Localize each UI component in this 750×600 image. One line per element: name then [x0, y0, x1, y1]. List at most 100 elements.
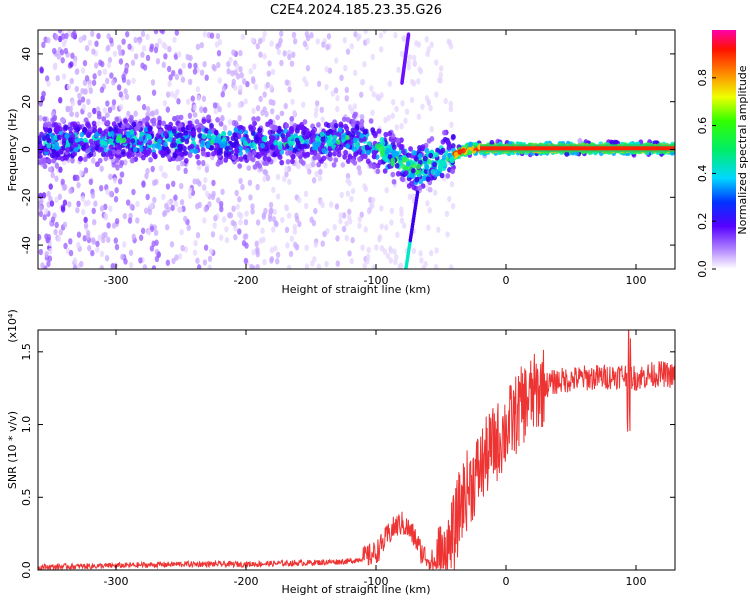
heatmap-cell	[169, 90, 175, 98]
heatmap-cell	[94, 144, 100, 151]
heatmap-cell	[305, 151, 311, 158]
heatmap-cell	[186, 224, 191, 231]
colorbar-tick-label: 0.0	[696, 260, 709, 278]
heatmap-cell	[121, 123, 126, 130]
heatmap-cell	[164, 202, 169, 210]
heatmap-cell	[352, 103, 357, 110]
heatmap-cell	[157, 119, 163, 126]
heatmap-cell	[262, 91, 267, 98]
heatmap-cell	[341, 212, 347, 219]
heatmap-cell	[411, 184, 417, 191]
heatmap-cell	[321, 41, 326, 48]
heatmap-cell	[70, 157, 75, 164]
heatmap-cell	[399, 122, 404, 130]
heatmap-cell	[143, 126, 149, 133]
heatmap-cell	[81, 103, 87, 111]
heatmap-cell	[370, 109, 375, 116]
heatmap-cell	[221, 85, 227, 93]
heatmap-cell	[371, 149, 377, 156]
heatmap-cell	[131, 121, 137, 128]
heatmap-cell	[111, 121, 117, 127]
heatmap-cell	[359, 118, 365, 125]
heatmap-cell	[334, 203, 340, 210]
heatmap-cell	[69, 61, 74, 68]
bottom-x-tick-label: -100	[364, 575, 389, 588]
heatmap-cell	[135, 125, 141, 131]
top-y-axis: -40 -20 0 20 40	[20, 47, 675, 254]
heatmap-cell	[239, 212, 244, 220]
heatmap-cell	[56, 235, 62, 243]
heatmap-cell	[153, 46, 159, 54]
line-panel: -300 -200 -100 0 100 0.0 0.5 1.0 1.5 Height of …	[6, 309, 676, 596]
heatmap-cell	[245, 80, 250, 88]
heatmap-cell	[378, 32, 384, 39]
heatmap-cell	[270, 108, 275, 115]
heatmap-cell	[263, 207, 268, 215]
heatmap-cell	[171, 257, 176, 265]
heatmap-cell	[76, 181, 81, 189]
heatmap-cell	[311, 219, 317, 227]
heatmap-cell	[54, 162, 60, 169]
heatmap-cell	[329, 122, 335, 128]
heatmap-cell	[364, 144, 370, 151]
heatmap-cell	[262, 150, 268, 157]
heatmap-cell	[351, 118, 356, 125]
heatmap-cell	[195, 231, 201, 239]
heatmap-cell	[63, 124, 69, 131]
heatmap-cell	[156, 251, 162, 259]
heatmap-cell	[321, 147, 327, 154]
heatmap-cell	[99, 205, 105, 212]
heatmap-cell	[84, 45, 90, 52]
heatmap-cell	[127, 217, 133, 224]
heatmap-cell	[411, 163, 417, 170]
heatmap-cell	[201, 184, 207, 191]
heatmap-cell	[118, 128, 123, 135]
heatmap-cell	[409, 78, 415, 86]
heatmap-cell	[383, 156, 389, 163]
heatmap-cell	[127, 43, 132, 50]
heatmap-cell	[233, 135, 239, 142]
heatmap-cell	[292, 38, 298, 45]
heatmap-cell	[50, 171, 55, 179]
colorbar: 0.0 0.2 0.4 0.6 0.8 Normalized spectral ampl…	[696, 30, 749, 278]
heatmap-cell	[147, 147, 152, 154]
heatmap-cell	[251, 107, 256, 115]
heatmap-cell	[218, 234, 224, 241]
heatmap-cell	[91, 79, 97, 86]
heatmap-cell	[183, 130, 189, 136]
heatmap-cell	[209, 144, 215, 151]
heatmap-cell	[91, 48, 96, 55]
heatmap-cell	[91, 157, 96, 164]
heatmap-cell	[118, 103, 124, 111]
heatmap-cell	[147, 139, 153, 146]
heatmap-cell	[40, 262, 45, 269]
streak-cell	[415, 190, 420, 195]
heatmap-cell	[357, 222, 362, 229]
heatmap-cell	[199, 42, 204, 49]
heatmap-cell	[380, 140, 386, 146]
heatmap-cell	[115, 149, 121, 155]
heatmap-cell	[328, 141, 334, 147]
heatmap-cell	[391, 144, 397, 151]
heatmap-cell	[77, 92, 82, 100]
heatmap-cell	[138, 146, 144, 153]
heatmap-cell	[237, 115, 242, 122]
heatmap-cell	[294, 215, 300, 223]
heatmap-cell	[41, 135, 47, 141]
heatmap-cell	[162, 210, 167, 218]
heatmap-cell	[304, 202, 309, 210]
heatmap-cell	[262, 30, 267, 38]
heatmap-cell	[117, 178, 123, 185]
heatmap-cell	[95, 161, 100, 168]
heatmap-cell	[434, 59, 439, 66]
heatmap-cell	[169, 241, 175, 248]
heatmap-cell	[52, 47, 57, 55]
heatmap-cell	[83, 222, 89, 229]
heatmap-cell	[145, 33, 150, 41]
heatmap-cell	[196, 159, 202, 166]
heatmap-cell	[377, 159, 383, 166]
heatmap-cell	[138, 36, 143, 43]
heatmap-cell	[58, 229, 63, 236]
heatmap-cell	[135, 200, 140, 208]
heatmap-cell	[409, 96, 415, 104]
